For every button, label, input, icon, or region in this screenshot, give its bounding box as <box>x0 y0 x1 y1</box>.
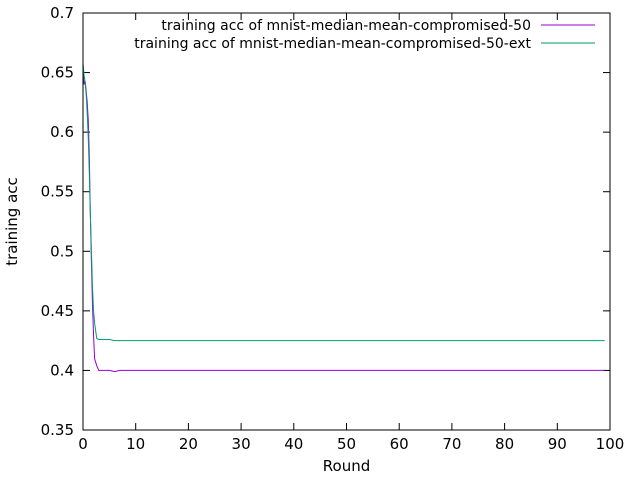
x-tick-label: 50 <box>337 435 356 453</box>
x-tick-label: 100 <box>596 435 625 453</box>
x-tick-label: 80 <box>495 435 514 453</box>
series-line <box>82 68 605 373</box>
legend: training acc of mnist-median-mean-compro… <box>134 18 595 52</box>
legend-label: training acc of mnist-median-mean-compro… <box>161 18 531 34</box>
series-layer <box>82 62 605 373</box>
y-tick-label: 0.5 <box>50 242 74 260</box>
x-axis-label: Round <box>323 457 370 475</box>
y-tick-label: 0.35 <box>41 421 74 439</box>
y-tick-label: 0.4 <box>50 361 74 379</box>
x-tick-label: 60 <box>390 435 409 453</box>
x-tick-label: 0 <box>78 435 88 453</box>
x-tick-label: 90 <box>548 435 567 453</box>
x-tick-label: 30 <box>232 435 251 453</box>
x-tick-label: 40 <box>284 435 303 453</box>
series-line <box>82 62 605 342</box>
y-tick-label: 0.7 <box>50 4 74 22</box>
y-tick-label: 0.65 <box>41 64 74 82</box>
x-tick-label: 10 <box>126 435 145 453</box>
x-tick-label: 70 <box>442 435 461 453</box>
legend-label: training acc of mnist-median-mean-compro… <box>134 36 531 52</box>
y-tick-label: 0.55 <box>41 183 74 201</box>
x-tick-label: 20 <box>179 435 198 453</box>
ticks-layer: 0 10 20 30 40 50 60 70 80 90 100 0.35 0.4 0.45 0.5 0.55… <box>41 4 625 453</box>
y-axis-label: training acc <box>3 177 21 266</box>
y-tick-label: 0.45 <box>41 302 74 320</box>
y-tick-label: 0.6 <box>50 123 74 141</box>
plot-frame <box>82 12 611 431</box>
